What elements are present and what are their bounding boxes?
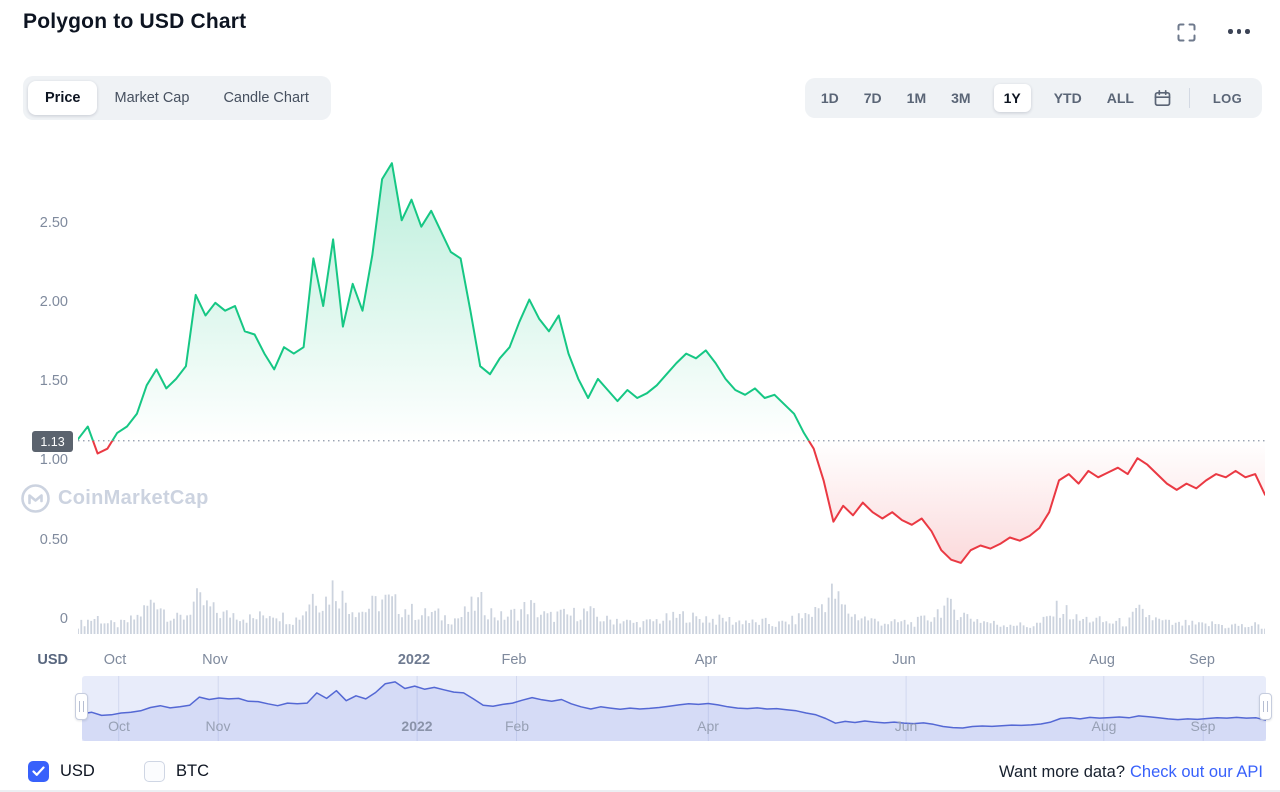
- navigator-tick: Jun: [894, 718, 918, 734]
- x-axis-tick: Apr: [694, 652, 718, 668]
- range-1y[interactable]: 1Y: [993, 84, 1031, 112]
- page-title: Polygon to USD Chart: [23, 10, 247, 33]
- navigator-right-handle[interactable]: [1259, 693, 1272, 720]
- price-line-above: [78, 162, 810, 441]
- range-all[interactable]: ALL: [1105, 84, 1136, 112]
- btc-toggle[interactable]: BTC: [144, 761, 209, 782]
- btc-toggle-label: BTC: [176, 762, 209, 780]
- usd-toggle-label: USD: [60, 762, 95, 780]
- navigator-tick: 2022: [401, 718, 433, 734]
- price-line-below: [91, 440, 1265, 564]
- navigator-tick: Feb: [504, 718, 530, 734]
- range-7d[interactable]: 7D: [862, 84, 884, 112]
- x-axis-tick: 2022: [397, 652, 431, 668]
- coinmarketcap-logo-icon: [21, 484, 50, 513]
- tab-candle-chart[interactable]: Candle Chart: [206, 81, 325, 115]
- y-axis-unit: USD: [37, 652, 68, 668]
- y-axis-tick: 0.50: [39, 531, 68, 548]
- navigator-area: [82, 681, 1266, 741]
- usd-checkbox[interactable]: [28, 761, 49, 782]
- usd-toggle[interactable]: USD: [28, 761, 95, 782]
- price-area-below: [78, 440, 1265, 563]
- navigator-tick: Sep: [1190, 718, 1216, 734]
- x-axis-tick: Sep: [1189, 652, 1215, 668]
- chart-type-tabs: Price Market Cap Candle Chart: [23, 76, 331, 120]
- navigator-tick: Nov: [205, 718, 231, 734]
- navigator-tick: Aug: [1091, 718, 1117, 734]
- navigator-left-handle[interactable]: [75, 693, 88, 720]
- calendar-icon[interactable]: [1153, 89, 1172, 108]
- coinmarketcap-watermark: CoinMarketCap: [20, 483, 209, 514]
- watermark-text: CoinMarketCap: [58, 487, 209, 509]
- range-3m[interactable]: 3M: [949, 84, 972, 112]
- check-icon: [32, 766, 45, 776]
- range-navigator[interactable]: [82, 676, 1266, 741]
- navigator-chart[interactable]: [82, 676, 1266, 741]
- y-axis-tick: 1.00: [39, 452, 68, 469]
- api-cta: Want more data? Check out our API: [999, 763, 1263, 782]
- price-area-above: [78, 163, 809, 441]
- y-axis-tick: 2.50: [39, 214, 68, 231]
- range-1d[interactable]: 1D: [819, 84, 841, 112]
- fullscreen-icon[interactable]: [1176, 22, 1197, 48]
- more-options-icon[interactable]: [1228, 29, 1250, 34]
- btc-checkbox[interactable]: [144, 761, 165, 782]
- range-buttons: 1D 7D 1M 3M 1Y YTD ALL: [819, 84, 1136, 112]
- navigator-tick: Oct: [108, 718, 130, 734]
- api-link[interactable]: Check out our API: [1130, 763, 1263, 781]
- range-ytd[interactable]: YTD: [1052, 84, 1084, 112]
- y-axis-tick: 2.00: [39, 293, 68, 310]
- cta-text: Want more data?: [999, 763, 1125, 781]
- x-axis-tick: Aug: [1089, 652, 1115, 668]
- tab-market-cap[interactable]: Market Cap: [97, 81, 206, 115]
- navigator-line: [82, 681, 1266, 729]
- x-axis-tick: Jun: [892, 652, 916, 668]
- x-axis-tick: Feb: [501, 652, 527, 668]
- range-1m[interactable]: 1M: [905, 84, 928, 112]
- baseline-price-badge: 1.13: [32, 431, 73, 452]
- navigator-tick: Apr: [697, 718, 719, 734]
- tab-price[interactable]: Price: [28, 81, 98, 115]
- volume-bars: [78, 580, 1265, 634]
- divider: [1188, 88, 1190, 108]
- price-chart[interactable]: [78, 140, 1265, 640]
- log-scale-button[interactable]: LOG: [1207, 90, 1248, 107]
- x-axis-tick: Oct: [103, 652, 127, 668]
- navigator-gridlines: [118, 676, 1204, 741]
- y-axis-tick: 1.50: [39, 373, 68, 390]
- range-selector: 1D 7D 1M 3M 1Y YTD ALL LOG: [804, 78, 1262, 118]
- y-axis-tick: 0: [59, 611, 68, 627]
- x-axis-tick: Nov: [202, 652, 228, 668]
